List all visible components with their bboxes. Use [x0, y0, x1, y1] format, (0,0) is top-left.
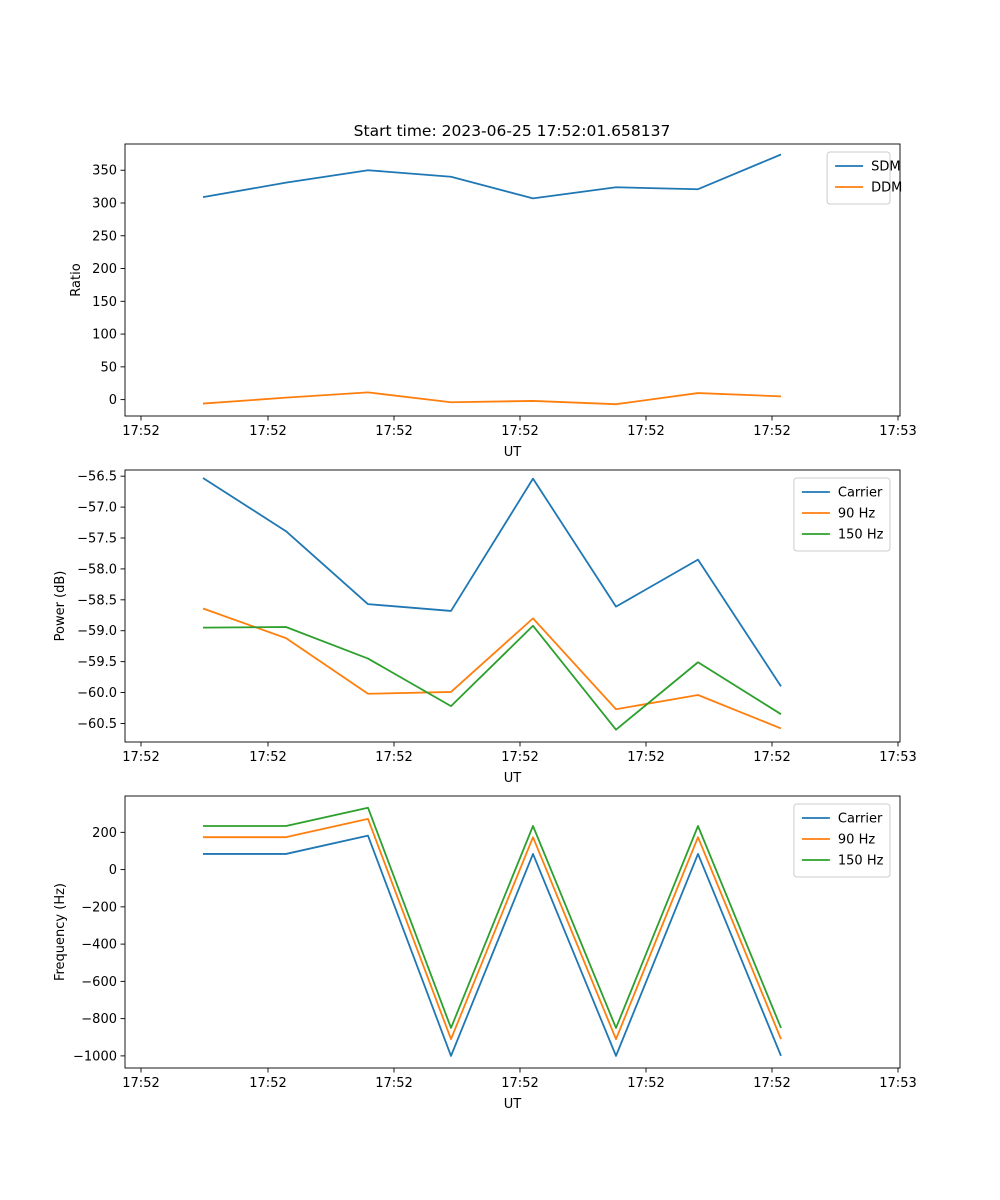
- legend-box: [793, 803, 891, 878]
- x-tick-label: 17:52: [375, 424, 412, 439]
- x-axis-label: UT: [504, 771, 522, 786]
- figure-title: Start time: 2023-06-25 17:52:01.658137: [354, 122, 671, 140]
- y-tick-label: 200: [92, 826, 117, 841]
- legend-box: [793, 477, 891, 552]
- y-tick-label: 0: [109, 393, 117, 408]
- legend-label: 150 Hz: [838, 854, 884, 869]
- subplot-1: 17:52 17:52 17:52 17:52 17:52 17:52 17:53 0 50 10…: [69, 143, 917, 460]
- legend-label: 150 Hz: [838, 528, 884, 543]
- subplot-3: 17:52 17:52 17:52 17:52 17:52 17:52 17:53 200 0 −…: [53, 795, 917, 1112]
- series-line-90-hz: [203, 818, 782, 1041]
- x-tick-label: 17:53: [879, 1076, 916, 1091]
- y-tick-label: −60.5: [77, 717, 117, 732]
- x-tick-label: 17:53: [879, 750, 916, 765]
- x-tick-label: 17:52: [122, 424, 159, 439]
- x-axis-label: UT: [504, 445, 522, 460]
- y-tick-label: 150: [92, 295, 117, 310]
- y-tick-label: −400: [81, 938, 117, 953]
- y-tick-label: 200: [92, 262, 117, 277]
- y-tick-label: −59.0: [77, 624, 117, 639]
- x-tick-label: 17:52: [375, 1076, 412, 1091]
- subplots: 17:52 17:52 17:52 17:52 17:52 17:52 17:53 0 50 10…: [53, 143, 917, 1112]
- x-tick-label: 17:52: [753, 750, 790, 765]
- plot-frame: [124, 795, 901, 1069]
- y-tick-label: −200: [81, 900, 117, 915]
- plot-frame: [124, 143, 901, 417]
- y-tick-label: 100: [92, 328, 117, 343]
- legend-box: [826, 151, 891, 205]
- x-tick-label: 17:52: [501, 750, 538, 765]
- y-tick-label: 350: [92, 164, 117, 179]
- series-line-150-hz: [202, 624, 782, 731]
- x-tick-label: 17:52: [753, 1076, 790, 1091]
- x-tick-label: 17:52: [249, 1076, 286, 1091]
- legend-label: Carrier: [838, 486, 883, 501]
- y-axis-label: Frequency (Hz): [53, 883, 68, 981]
- y-tick-label: 300: [92, 196, 117, 211]
- x-tick-label: 17:52: [501, 1076, 538, 1091]
- x-tick-label: 17:52: [375, 750, 412, 765]
- x-axis-label: UT: [504, 1097, 522, 1112]
- y-tick-label: −60.0: [77, 686, 117, 701]
- x-tick-label: 17:52: [249, 750, 286, 765]
- x-tick-label: 17:52: [122, 1076, 159, 1091]
- y-tick-label: 250: [92, 229, 117, 244]
- y-tick-label: 0: [109, 863, 117, 878]
- y-tick-label: −58.0: [77, 562, 117, 577]
- y-axis-label: Power (dB): [53, 571, 68, 642]
- x-tick-label: 17:52: [627, 750, 664, 765]
- legend: Carrier 90 Hz 150 Hz: [793, 477, 891, 552]
- y-tick-label: −57.0: [77, 501, 117, 516]
- y-tick-label: −800: [81, 1012, 117, 1027]
- legend: SDM DDM: [826, 151, 902, 205]
- legend-label: DDM: [871, 181, 902, 196]
- y-tick-label: −58.5: [77, 593, 117, 608]
- y-tick-label: −1000: [73, 1049, 117, 1064]
- x-tick-label: 17:52: [501, 424, 538, 439]
- series-line-carrier: [203, 834, 782, 1057]
- series-line-150-hz: [203, 806, 782, 1029]
- series-line-ddm: [202, 391, 782, 406]
- x-tick-label: 17:53: [879, 424, 916, 439]
- subplot-2: 17:52 17:52 17:52 17:52 17:52 17:52 17:53 −56.5…: [53, 469, 917, 786]
- x-tick-label: 17:52: [249, 424, 286, 439]
- x-tick-label: 17:52: [122, 750, 159, 765]
- plot-frame: [124, 469, 901, 743]
- series-line-carrier: [202, 477, 782, 687]
- legend: Carrier 90 Hz 150 Hz: [793, 803, 891, 878]
- y-tick-label: 50: [100, 360, 117, 375]
- series-line-sdm: [202, 153, 782, 200]
- legend-label: 90 Hz: [838, 507, 875, 522]
- series-line-90-hz: [202, 607, 782, 730]
- legend-label: 90 Hz: [838, 833, 875, 848]
- y-tick-label: −56.5: [77, 470, 117, 485]
- x-tick-label: 17:52: [627, 424, 664, 439]
- x-tick-label: 17:52: [753, 424, 790, 439]
- y-tick-label: −59.5: [77, 655, 117, 670]
- legend-label: SDM: [871, 160, 900, 175]
- x-tick-label: 17:52: [627, 1076, 664, 1091]
- y-axis-label: Ratio: [69, 263, 84, 296]
- legend-label: Carrier: [838, 812, 883, 827]
- y-tick-label: −600: [81, 975, 117, 990]
- y-tick-label: −57.5: [77, 532, 117, 547]
